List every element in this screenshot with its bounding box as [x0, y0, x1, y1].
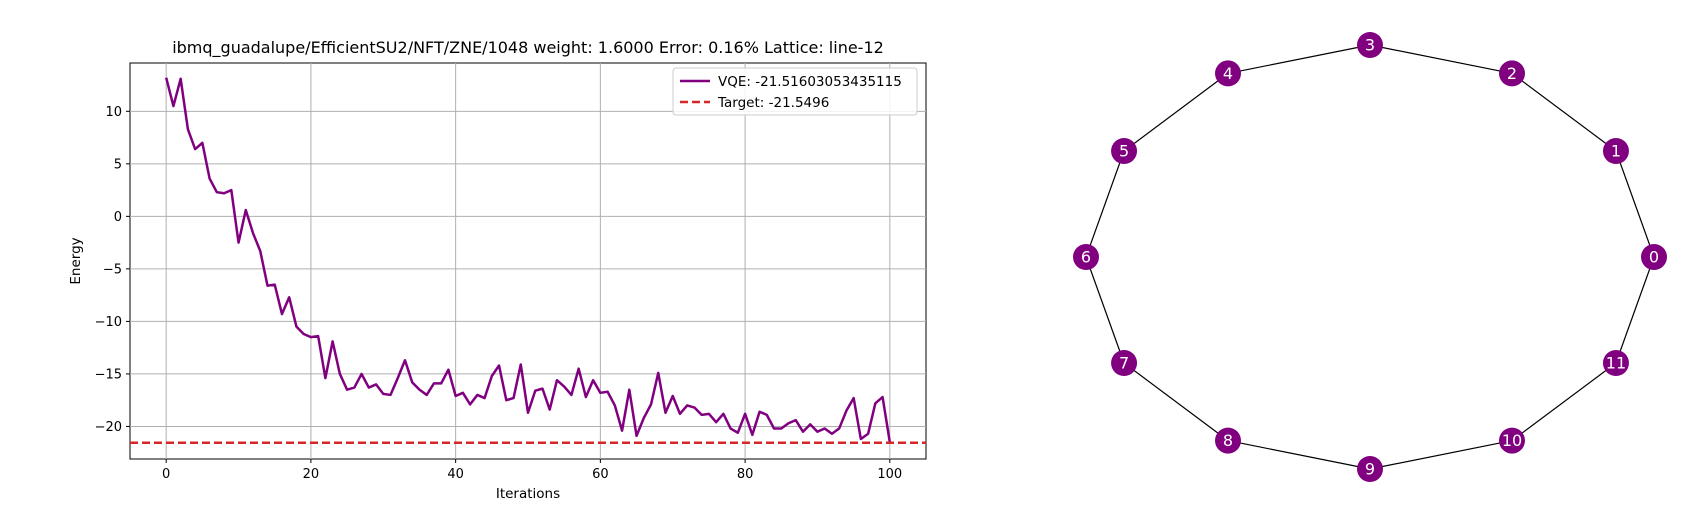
graph-node-label: 9: [1365, 460, 1375, 479]
graph-node-label: 5: [1119, 142, 1129, 161]
energy-line-chart: 0 20 40 60 80 100 −20 −15 −10 −5 0 5 10 ibmq_guadalu…: [68, 38, 927, 502]
graph-node-label: 6: [1081, 248, 1091, 267]
graph-node-label: 4: [1223, 64, 1233, 83]
vqe-energy-line: [164, 77, 892, 443]
graph-edge: [1085, 150, 1125, 258]
y-tick-label: −10: [95, 315, 122, 330]
graph-node: [1073, 244, 1099, 270]
graph-node: [1357, 456, 1383, 482]
graph-edge: [1511, 362, 1617, 442]
series-layer: [130, 77, 926, 444]
graph-node: [1215, 60, 1241, 87]
graph-edge: [1369, 44, 1513, 74]
graph-nodes: 0 1 2 3 4 5 6 7 8 9 10 11: [1073, 32, 1667, 482]
graph-node: [1499, 427, 1525, 454]
chart-title: ibmq_guadalupe/EfficientSU2/NFT/ZNE/1048…: [172, 38, 884, 58]
y-tick-label: −5: [103, 262, 122, 277]
legend: VQE: -21.51603053435115 Target: -21.5496: [672, 67, 918, 116]
graph-edge: [1085, 256, 1125, 364]
axis-ticks: 0 20 40 60 80 100 −20 −15 −10 −5 0 5 10: [95, 105, 903, 482]
graph-node: [1499, 60, 1525, 87]
graph-edges: [1085, 44, 1655, 470]
legend-label-vqe: VQE: -21.51603053435115: [718, 74, 902, 90]
y-tick-label: 5: [114, 157, 122, 172]
graph-node: [1602, 138, 1629, 164]
graph-node-label: 8: [1223, 431, 1233, 450]
y-tick-label: −15: [95, 367, 122, 382]
graph-edge: [1227, 44, 1371, 74]
graph-node-label: 10: [1502, 431, 1522, 450]
lattice-graph: 0 1 2 3 4 5 6 7 8 9 10 11: [1073, 32, 1667, 482]
graph-node-label: 2: [1507, 64, 1517, 83]
y-tick-label: 0: [114, 210, 122, 225]
graph-edge: [1123, 72, 1229, 152]
graph-node-label: 3: [1365, 36, 1375, 55]
graph-node: [1602, 350, 1629, 376]
graph-edge: [1511, 72, 1617, 152]
x-tick-label: 40: [447, 467, 464, 482]
x-tick-label: 0: [162, 467, 170, 482]
graph-node: [1111, 138, 1138, 164]
x-tick-label: 100: [877, 467, 902, 482]
graph-edge: [1615, 256, 1655, 364]
x-tick-label: 20: [303, 467, 320, 482]
legend-box: [672, 67, 918, 116]
graph-node-label: 11: [1606, 354, 1626, 373]
graph-node: [1215, 427, 1241, 454]
graph-node: [1357, 32, 1383, 58]
graph-node-label: 7: [1119, 354, 1129, 373]
y-tick-label: 10: [105, 105, 122, 120]
graph-edge: [1615, 150, 1655, 258]
graph-node: [1111, 350, 1138, 376]
y-axis-label: Energy: [68, 237, 84, 284]
y-tick-label: −20: [95, 420, 122, 435]
x-axis-label: Iterations: [496, 486, 560, 502]
graph-edge: [1369, 440, 1513, 470]
graph-node-label: 0: [1649, 248, 1659, 267]
x-tick-label: 60: [592, 467, 609, 482]
graph-node-label: 1: [1611, 142, 1621, 161]
graph-edge: [1123, 362, 1229, 442]
legend-label-target: Target: -21.5496: [717, 95, 829, 111]
graph-node: [1641, 244, 1667, 270]
plot-area: [129, 62, 927, 460]
graph-edge: [1227, 440, 1371, 470]
x-tick-label: 80: [737, 467, 754, 482]
